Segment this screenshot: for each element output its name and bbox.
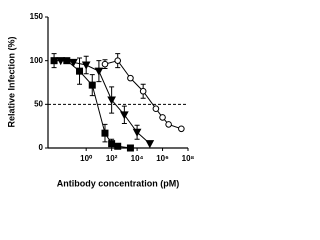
y-tick-label: 150 [30,12,44,21]
data-point [69,58,78,67]
data-point [56,57,66,66]
chart: Relative Infection (%) Antibody concentr… [6,12,195,188]
y-tick-label: 50 [34,99,43,108]
data-point [108,140,116,148]
x-axis-label: Antibody concentration (pM) [57,178,180,188]
data-point [101,129,109,137]
data-point [139,87,147,95]
data-point [76,67,84,75]
data-point [114,57,122,64]
x-tick-label: 10⁸ [182,154,195,163]
data-point [159,114,166,121]
data-point [152,105,160,112]
data-point [50,57,58,65]
x-tick-label: 10² [106,154,118,163]
data-point [132,128,142,137]
data-point [88,81,96,89]
data-point [178,125,185,133]
data-point [101,60,109,68]
data-point [120,111,129,120]
data-point [63,57,71,65]
data-point [127,74,134,82]
data-point [81,61,91,70]
data-point [145,140,155,149]
data-point [107,96,116,105]
y-tick-label: 0 [39,143,44,152]
data-point [126,144,134,152]
y-axis-label: Relative Infection (%) [6,36,16,127]
data-point [114,142,122,150]
data-point [165,121,172,128]
y-tick-label: 100 [30,56,44,65]
x-tick-label: 10⁶ [156,154,169,163]
data-point [94,67,104,76]
x-tick-label: 10⁰ [80,154,93,163]
x-tick-label: 10⁴ [131,154,144,163]
